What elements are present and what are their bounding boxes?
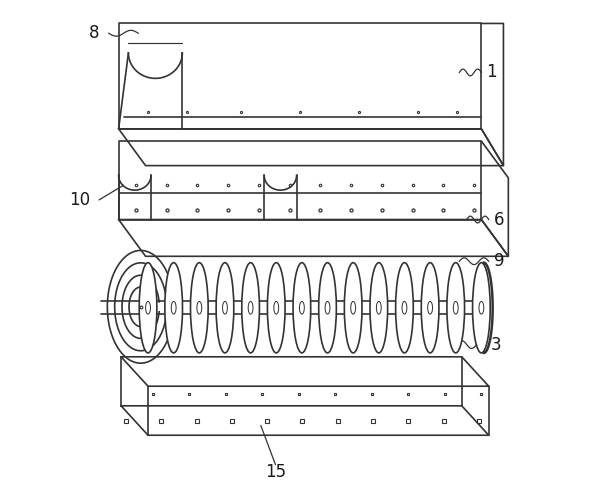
Ellipse shape <box>447 263 464 353</box>
Ellipse shape <box>139 263 157 353</box>
Ellipse shape <box>165 263 182 353</box>
Ellipse shape <box>293 263 311 353</box>
Text: 1: 1 <box>486 64 497 81</box>
Ellipse shape <box>190 263 208 353</box>
Text: 8: 8 <box>89 24 100 42</box>
Ellipse shape <box>473 263 490 353</box>
Ellipse shape <box>344 263 362 353</box>
Text: 9: 9 <box>494 252 504 270</box>
Ellipse shape <box>395 263 413 353</box>
Ellipse shape <box>370 263 388 353</box>
Ellipse shape <box>319 263 337 353</box>
Ellipse shape <box>216 263 234 353</box>
Text: 10: 10 <box>69 191 90 209</box>
Ellipse shape <box>268 263 285 353</box>
Text: 6: 6 <box>494 211 504 229</box>
Text: 3: 3 <box>491 336 502 353</box>
Ellipse shape <box>242 263 259 353</box>
Ellipse shape <box>421 263 439 353</box>
Text: 15: 15 <box>265 463 286 481</box>
